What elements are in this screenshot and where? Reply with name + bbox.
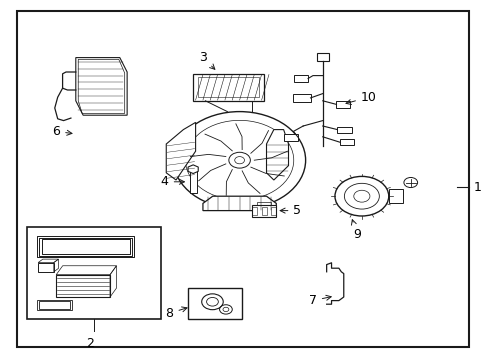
Bar [189,169,196,193]
Text: 4: 4 [161,175,184,188]
Circle shape [173,112,305,209]
Bar [39,238,132,256]
Bar [316,53,328,61]
Bar [336,101,349,108]
Text: 3: 3 [199,51,214,69]
Polygon shape [266,130,288,180]
Circle shape [403,177,417,188]
Bar [261,207,266,215]
Bar [188,288,242,319]
Bar [37,236,134,257]
Bar [339,139,353,145]
Bar [41,239,129,254]
Text: 2: 2 [86,337,94,350]
Text: 1: 1 [472,181,480,194]
Polygon shape [188,165,198,174]
Bar [27,227,161,319]
Text: 6: 6 [52,125,72,138]
Bar [283,134,298,141]
Bar [193,74,264,101]
Bar [198,77,259,97]
Circle shape [228,152,250,168]
Bar [251,205,276,217]
Bar [293,94,310,102]
Bar [256,202,271,205]
Text: 9: 9 [351,220,360,240]
Bar [37,300,72,310]
Polygon shape [203,196,276,211]
Bar [56,275,110,297]
Bar [294,75,307,82]
Text: 8: 8 [165,307,186,320]
Polygon shape [166,122,195,180]
Bar [388,189,403,203]
Text: 7: 7 [308,294,330,307]
Text: 5: 5 [280,204,301,217]
Bar [252,207,257,215]
Text: 10: 10 [346,91,376,104]
Bar [39,301,70,309]
Bar [270,207,275,215]
Circle shape [334,176,388,216]
Bar [38,262,54,272]
Bar [337,127,351,133]
